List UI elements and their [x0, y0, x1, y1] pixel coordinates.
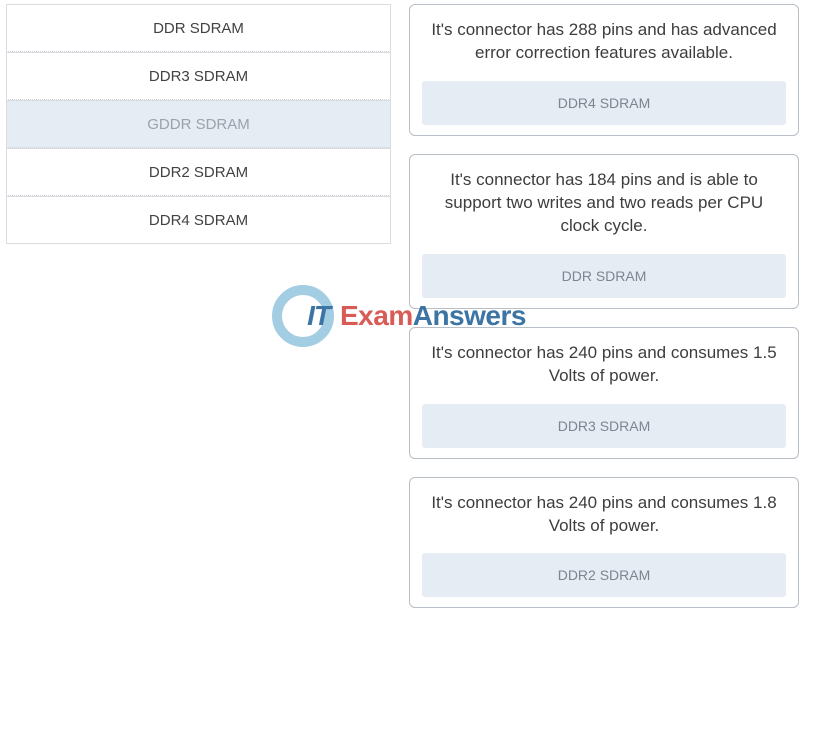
card-description: It's connector has 184 pins and is able … [422, 165, 786, 248]
option-label: DDR2 SDRAM [149, 164, 248, 181]
option-ddr3-sdram[interactable]: DDR3 SDRAM [6, 52, 391, 100]
card-answer-slot[interactable]: DDR4 SDRAM [422, 81, 786, 125]
card-answer-slot[interactable]: DDR2 SDRAM [422, 553, 786, 597]
drop-card[interactable]: It's connector has 240 pins and consumes… [409, 327, 799, 459]
cards-column: It's connector has 288 pins and has adva… [409, 4, 799, 608]
option-gddr-sdram[interactable]: GDDR SDRAM [6, 100, 391, 148]
card-description: It's connector has 240 pins and consumes… [422, 338, 786, 398]
card-description: It's connector has 288 pins and has adva… [422, 15, 786, 75]
drop-card[interactable]: It's connector has 288 pins and has adva… [409, 4, 799, 136]
option-label: GDDR SDRAM [147, 116, 250, 133]
drop-card[interactable]: It's connector has 184 pins and is able … [409, 154, 799, 309]
card-answer-slot[interactable]: DDR3 SDRAM [422, 404, 786, 448]
option-label: DDR3 SDRAM [149, 68, 248, 85]
option-ddr4-sdram[interactable]: DDR4 SDRAM [6, 196, 391, 244]
card-answer-slot[interactable]: DDR SDRAM [422, 254, 786, 298]
option-ddr2-sdram[interactable]: DDR2 SDRAM [6, 148, 391, 196]
option-label: DDR SDRAM [153, 20, 244, 37]
card-description: It's connector has 240 pins and consumes… [422, 488, 786, 548]
matching-container: DDR SDRAM DDR3 SDRAM GDDR SDRAM DDR2 SDR… [0, 0, 813, 612]
option-label: DDR4 SDRAM [149, 212, 248, 229]
options-column: DDR SDRAM DDR3 SDRAM GDDR SDRAM DDR2 SDR… [6, 4, 391, 608]
option-ddr-sdram[interactable]: DDR SDRAM [6, 4, 391, 52]
drop-card[interactable]: It's connector has 240 pins and consumes… [409, 477, 799, 609]
